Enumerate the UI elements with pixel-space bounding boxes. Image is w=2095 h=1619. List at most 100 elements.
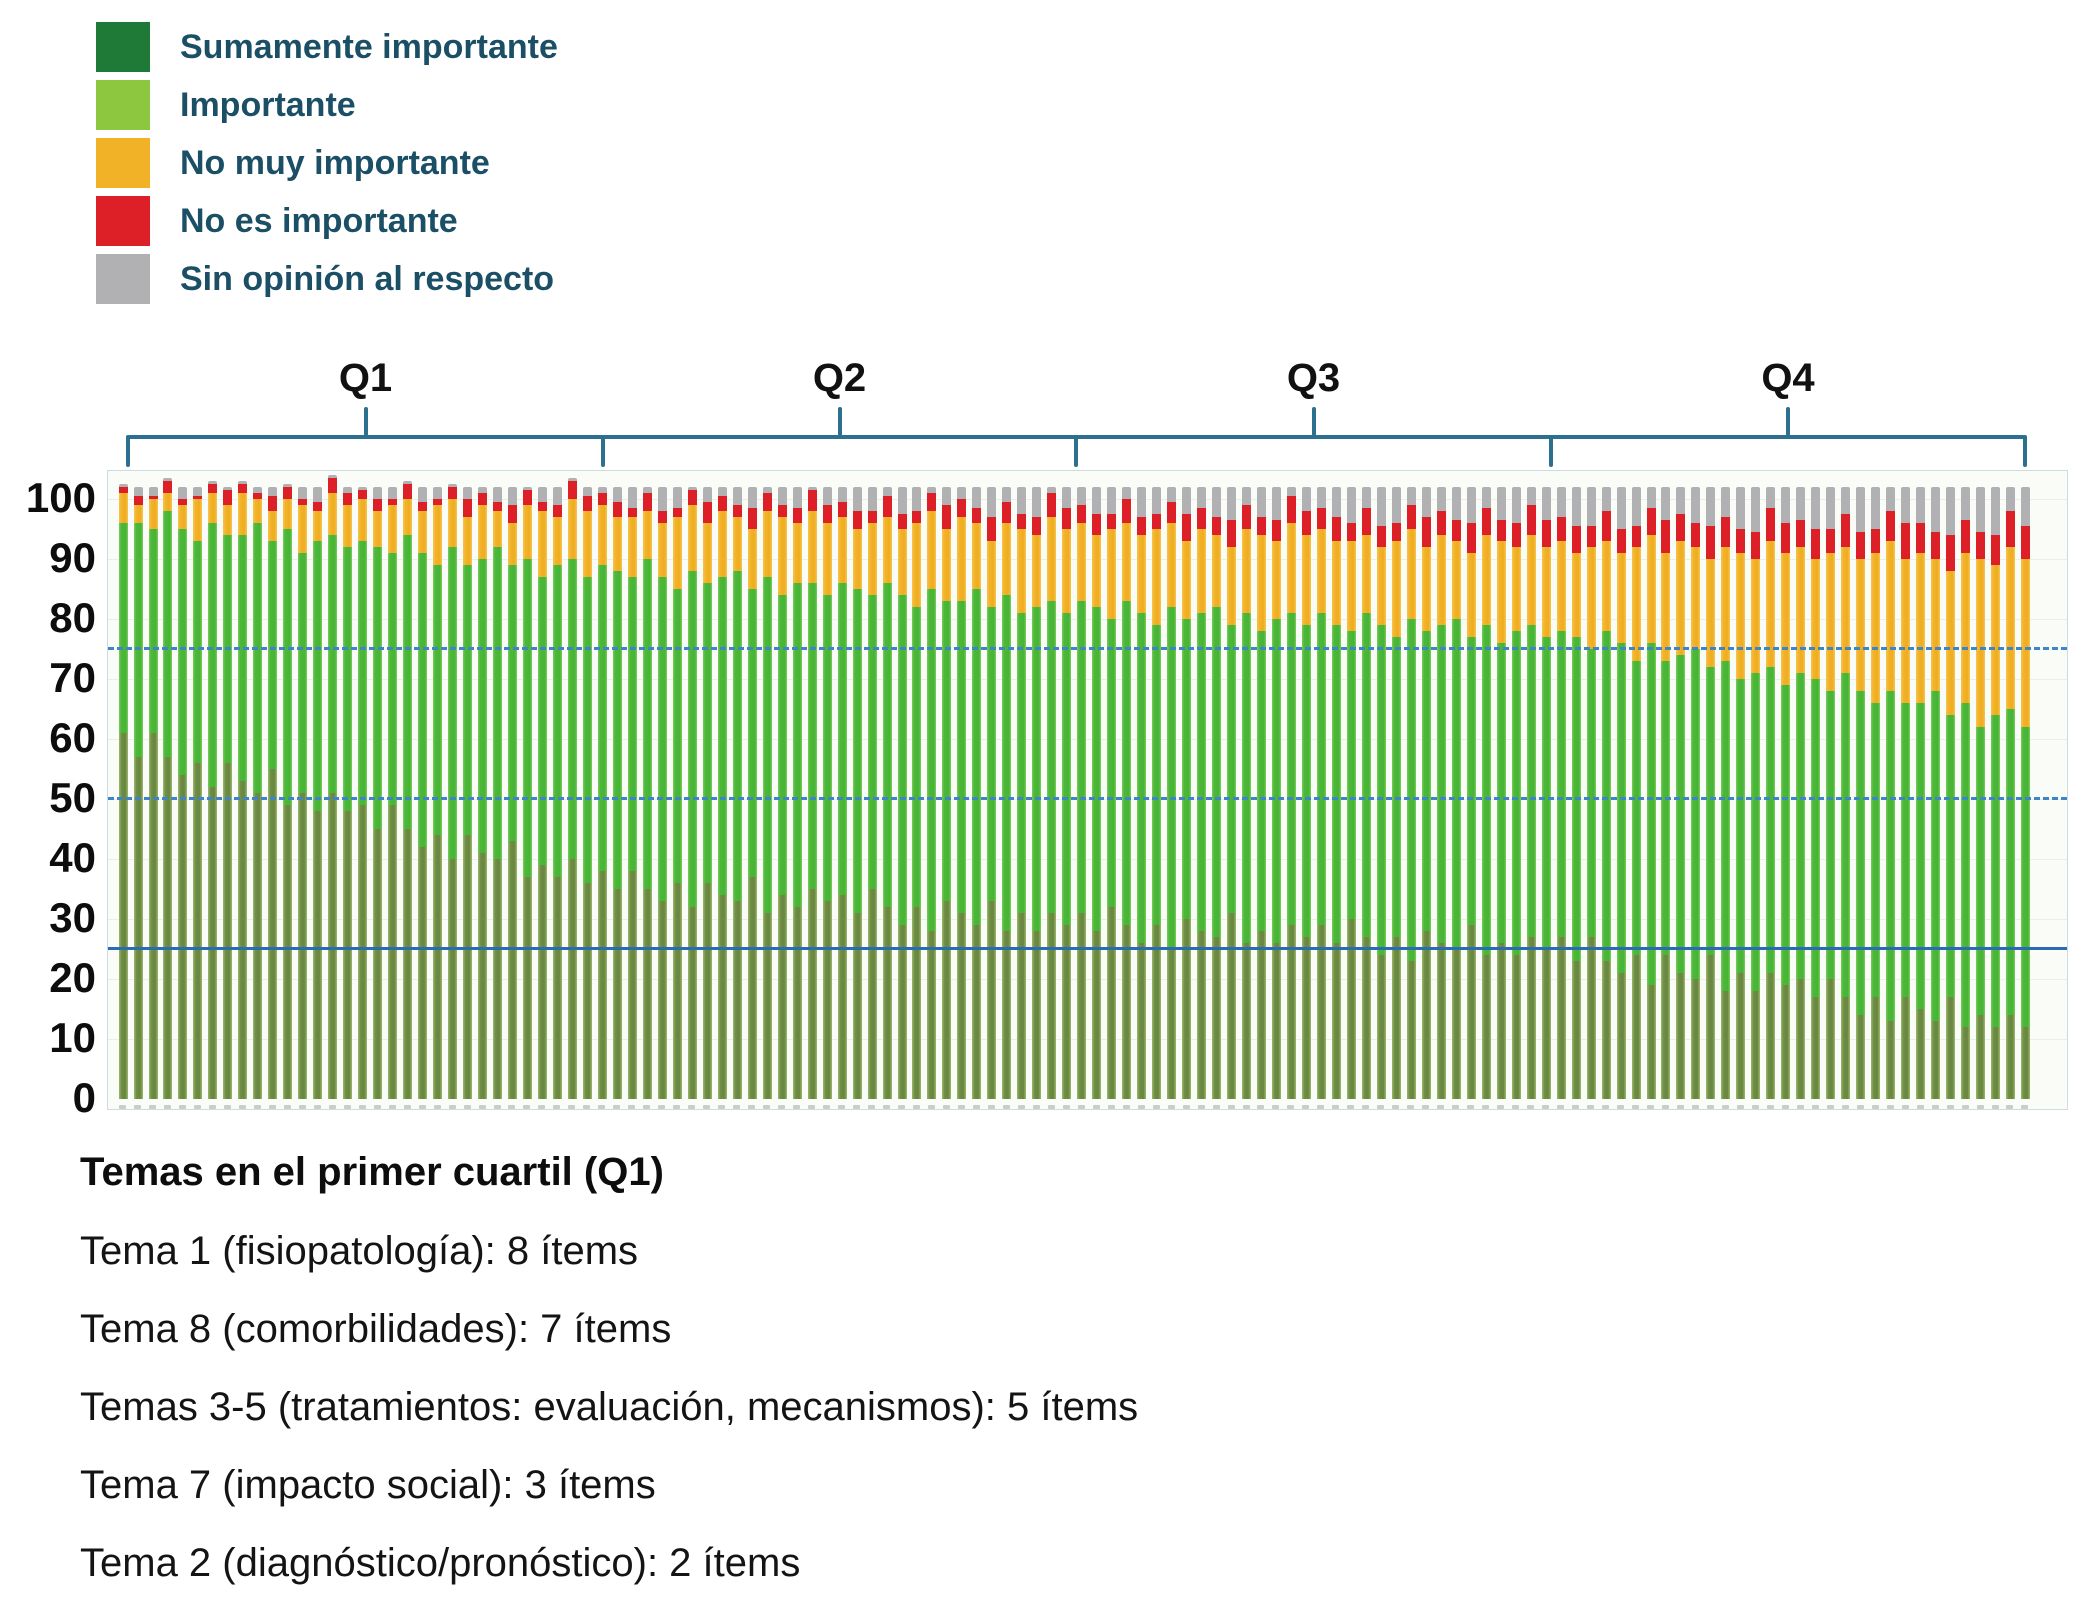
bar-segment-sum <box>133 757 143 1099</box>
bar-segment-imp <box>867 595 877 889</box>
bar-segment-nmi <box>1931 559 1941 691</box>
stacked-bar <box>1481 487 1491 1099</box>
bar-segment-sin <box>762 487 772 493</box>
stacked-bar <box>1242 487 1251 1099</box>
x-tick-label-smudge <box>553 1105 561 1109</box>
bar-segment-nmi <box>418 511 428 553</box>
bar-segment-imp <box>1346 631 1356 919</box>
gridline <box>108 919 2067 920</box>
bar-segment-nmi <box>223 505 233 535</box>
bar-segment-nei <box>732 505 742 517</box>
bracket-tick-up <box>363 407 368 436</box>
bar-segment-sum <box>1811 997 1821 1099</box>
bar-segment-nei <box>1077 505 1087 523</box>
bar-segment-nei <box>1227 520 1236 547</box>
bar-segment-sin <box>1961 487 1970 520</box>
bar-segment-nei <box>597 493 607 505</box>
x-tick-label-smudge <box>208 1105 216 1109</box>
bar-segment-imp <box>1286 613 1296 925</box>
x-tick-label-smudge <box>748 1105 756 1109</box>
bar-segment-sum <box>837 895 847 1099</box>
x-tick-label-smudge <box>1347 1105 1355 1109</box>
bar-segment-sin <box>582 487 592 496</box>
bar-segment-nmi <box>118 493 128 523</box>
bar-segment-nmi <box>283 499 293 529</box>
x-tick-label-smudge <box>463 1105 471 1109</box>
stacked-bar <box>1691 487 1701 1099</box>
bar-segment-sum <box>1421 931 1431 1099</box>
y-axis-tick-label: 30 <box>49 894 96 941</box>
bar-segment-imp <box>837 583 847 895</box>
bar-segment-sum <box>1916 1009 1926 1099</box>
reference-line-75 <box>108 647 2067 650</box>
bar-segment-imp <box>1092 607 1102 931</box>
x-tick-label-smudge <box>1002 1105 1010 1109</box>
bar-segment-imp <box>1511 631 1521 955</box>
bar-segment-imp <box>1931 691 1941 1021</box>
x-tick-label-smudge <box>718 1105 726 1109</box>
x-tick-label-smudge <box>1107 1105 1115 1109</box>
bar-segment-nmi <box>358 499 368 541</box>
bar-segment-sum <box>627 871 637 1099</box>
bar-segment-nmi <box>433 505 443 565</box>
bar-segment-nei <box>1301 511 1311 535</box>
bar-segment-nei <box>1901 523 1911 559</box>
x-tick-label-smudge <box>1062 1105 1070 1109</box>
bar-segment-nei <box>118 487 128 493</box>
stacked-bar <box>1107 487 1117 1099</box>
bar-segment-sum <box>1406 961 1416 1099</box>
bar-segment-sin <box>1167 487 1177 502</box>
bar-segment-nmi <box>732 517 742 571</box>
x-tick-label-smudge <box>388 1105 396 1109</box>
bar-segment-nmi <box>1242 529 1251 613</box>
gridline <box>108 499 2067 500</box>
bar-segment-sum <box>163 757 173 1099</box>
bar-segment-imp <box>1152 625 1162 925</box>
x-tick-label-smudge <box>373 1105 381 1109</box>
bar-segment-sin <box>1631 487 1641 526</box>
bar-segment-imp <box>1062 613 1072 925</box>
bar-segment-imp <box>1002 595 1012 931</box>
stacked-bar <box>1676 487 1686 1099</box>
bar-segment-nmi <box>493 511 502 547</box>
bar-segment-imp <box>1331 625 1341 943</box>
bar-segment-sum <box>867 889 877 1099</box>
bar-segment-nei <box>1706 526 1716 559</box>
bar-segment-sin <box>1002 487 1012 502</box>
stacked-bar <box>1961 487 1970 1099</box>
bar-segment-sum <box>1062 925 1072 1099</box>
bar-segment-nmi <box>642 511 652 559</box>
x-tick-label-smudge <box>1077 1105 1085 1109</box>
x-tick-label-smudge <box>268 1105 276 1109</box>
x-tick-label-smudge <box>942 1105 950 1109</box>
bar-segment-nmi <box>1751 559 1761 673</box>
bar-segment-imp <box>1616 643 1626 973</box>
stacked-bar <box>1556 487 1566 1099</box>
bar-segment-sin <box>882 487 892 496</box>
bar-segment-sum <box>1826 979 1836 1099</box>
bar-segment-sin <box>1781 487 1791 523</box>
x-tick-label-smudge <box>238 1105 246 1109</box>
bar-segment-sin <box>433 487 443 499</box>
bar-segment-nmi <box>2006 547 2015 709</box>
bar-segment-sin <box>1286 487 1296 496</box>
bar-segment-nei <box>1736 529 1746 553</box>
bar-segment-sum <box>1931 1021 1941 1099</box>
bar-segment-nmi <box>582 511 592 577</box>
x-tick-label-smudge <box>583 1105 591 1109</box>
note-line: Tema 8 (comorbilidades): 7 ítems <box>80 1307 672 1351</box>
stacked-bar <box>133 487 143 1099</box>
bar-segment-sum <box>1706 955 1716 1099</box>
bar-segment-nmi <box>597 505 607 565</box>
bar-segment-sin <box>1856 487 1866 532</box>
bar-segment-nei <box>328 478 338 493</box>
bar-segment-nei <box>1631 526 1641 547</box>
reference-line-25 <box>108 947 2067 950</box>
bar-segment-sin <box>1092 487 1102 514</box>
stacked-bar <box>537 487 547 1099</box>
bar-segment-nei <box>1751 532 1761 559</box>
x-tick-label-smudge <box>957 1105 965 1109</box>
bar-segment-sin <box>1107 487 1117 514</box>
stacked-bar <box>837 487 847 1099</box>
bar-segment-sin <box>777 487 787 505</box>
